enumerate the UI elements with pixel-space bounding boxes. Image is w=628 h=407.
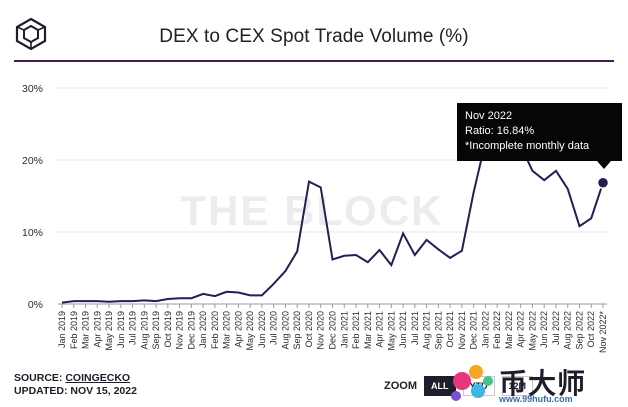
y-tick-label: 30% xyxy=(22,83,43,95)
x-tick-label: Apr 2022 xyxy=(516,311,526,348)
y-tick-label: 20% xyxy=(22,155,43,167)
brand-watermark-icon xyxy=(451,365,493,401)
the-block-watermark: THE BLOCK xyxy=(181,187,444,234)
x-tick-label: Jul 2019 xyxy=(128,311,138,345)
tooltip: Nov 2022 Ratio: 16.84% *Incomplete month… xyxy=(457,103,622,161)
x-tick-label: Feb 2021 xyxy=(351,311,361,349)
x-tick-label: Mar 2019 xyxy=(81,311,91,349)
x-tick-label: Aug 2022 xyxy=(563,311,573,350)
x-tick-label: Nov 2020 xyxy=(316,311,326,350)
zoom-label: ZOOM xyxy=(384,380,417,392)
x-tick-label: Sep 2019 xyxy=(151,311,161,350)
tooltip-month: Nov 2022 xyxy=(465,110,513,122)
x-tick-label: Mar 2020 xyxy=(222,311,232,349)
zoom-controls: ZOOM ALL YTD 12M xyxy=(384,376,534,396)
x-tick-label: Jan 2020 xyxy=(198,311,208,348)
x-tick-label: Jun 2020 xyxy=(257,311,267,348)
updated-label: UPDATED: NOV 15, 2022 xyxy=(14,385,137,397)
x-tick-label: Jul 2021 xyxy=(410,311,420,345)
x-tick-label: Apr 2020 xyxy=(233,311,243,348)
x-tick-label: Oct 2020 xyxy=(304,311,314,348)
x-tick-label: May 2019 xyxy=(104,311,114,351)
x-tick-label: Oct 2022 xyxy=(586,311,596,348)
tooltip-note: *Incomplete monthly data xyxy=(465,140,590,152)
highlight-point[interactable] xyxy=(596,176,610,190)
x-tick-label: Nov 2021 xyxy=(457,311,467,350)
source-link[interactable]: COINGECKO xyxy=(65,372,131,384)
x-tick-label: Dec 2021 xyxy=(469,311,479,350)
x-tick-label: Mar 2021 xyxy=(363,311,373,349)
x-tick-label: Sep 2021 xyxy=(433,311,443,350)
brand-watermark-url: www.99hufu.com xyxy=(499,394,573,404)
x-tick-label: Dec 2020 xyxy=(328,311,338,350)
x-tick-label: May 2020 xyxy=(245,311,255,351)
x-tick-label: Jul 2020 xyxy=(269,311,279,345)
source-label: SOURCE: xyxy=(14,372,66,384)
y-tick-label: 0% xyxy=(28,299,43,311)
x-tick-label: Jul 2022 xyxy=(551,311,561,345)
x-tick-label: Apr 2019 xyxy=(92,311,102,348)
zoom-12m-button[interactable]: 12M xyxy=(501,376,534,396)
x-tick-label: Feb 2020 xyxy=(210,311,220,349)
page-title: DEX to CEX Spot Trade Volume (%) xyxy=(159,26,469,47)
x-tick-label: Jan 2021 xyxy=(339,311,349,348)
x-tick-label: Jan 2022 xyxy=(480,311,490,348)
x-tick-label: May 2022 xyxy=(527,311,537,351)
x-tick-label: Mar 2022 xyxy=(504,311,514,349)
header-divider xyxy=(14,60,614,62)
x-tick-label: Aug 2019 xyxy=(139,311,149,350)
x-tick-label: Dec 2019 xyxy=(186,311,196,350)
x-tick-label: Aug 2020 xyxy=(280,311,290,350)
x-tick-label: Nov 2019 xyxy=(175,311,185,350)
x-tick-label: Nov 2022* xyxy=(598,311,608,354)
x-tick-label: Jun 2019 xyxy=(116,311,126,348)
y-tick-label: 10% xyxy=(22,227,43,239)
x-tick-label: Jan 2019 xyxy=(57,311,67,348)
x-tick-label: Apr 2021 xyxy=(375,311,385,348)
zoom-all-button[interactable]: ALL xyxy=(424,376,456,396)
x-tick-label: Oct 2019 xyxy=(163,311,173,348)
the-block-cube-icon xyxy=(15,17,47,51)
brand-watermark-name: 币大师 xyxy=(499,368,587,399)
x-tick-label: Oct 2021 xyxy=(445,311,455,348)
x-tick-label: Jun 2021 xyxy=(398,311,408,348)
tooltip-arrow xyxy=(597,161,611,169)
x-tick-label: Sep 2020 xyxy=(292,311,302,350)
x-tick-label: Sep 2022 xyxy=(574,311,584,350)
x-tick-label: Aug 2021 xyxy=(422,311,432,350)
chart-header: DEX to CEX Spot Trade Volume (%) xyxy=(0,0,628,62)
x-tick-label: May 2021 xyxy=(386,311,396,351)
tooltip-ratio: Ratio: 16.84% xyxy=(465,125,535,137)
x-tick-label: Feb 2019 xyxy=(69,311,79,349)
x-tick-label: Jun 2022 xyxy=(539,311,549,348)
source-footer: SOURCE: COINGECKO UPDATED: NOV 15, 2022 xyxy=(14,372,137,398)
x-tick-label: Feb 2022 xyxy=(492,311,502,349)
